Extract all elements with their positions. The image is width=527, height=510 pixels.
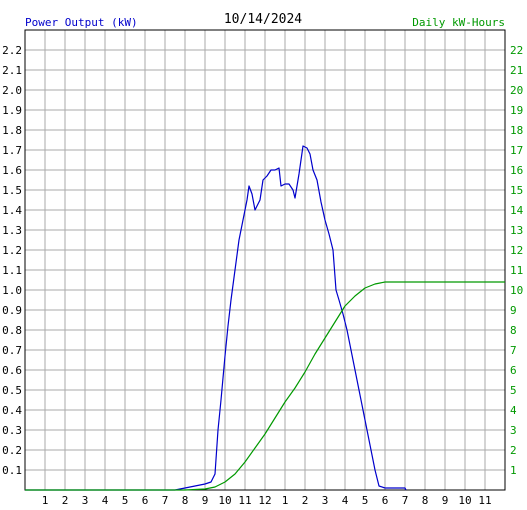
x-tick-label: 4 bbox=[342, 494, 349, 507]
y-left-tick-label: 2.0 bbox=[2, 84, 22, 97]
y-right-tick-label: 1 bbox=[510, 464, 517, 477]
y-right-tick-label: 16 bbox=[510, 164, 523, 177]
x-tick-label: 12 bbox=[258, 494, 271, 507]
x-tick-label: 11 bbox=[478, 494, 491, 507]
x-tick-label: 8 bbox=[422, 494, 429, 507]
series-lines bbox=[25, 145, 505, 491]
y-right-tick-label: 11 bbox=[510, 264, 523, 277]
y-left-tick-label: 1.6 bbox=[2, 164, 22, 177]
y-left-tick-label: 0.5 bbox=[2, 384, 22, 397]
y-left-tick-label: 0.7 bbox=[2, 344, 22, 357]
y-left-tick-label: 1.8 bbox=[2, 124, 22, 137]
y-left-tick-label: 2.2 bbox=[2, 44, 22, 57]
chart-grid bbox=[25, 30, 505, 490]
y-right-tick-label: 15 bbox=[510, 184, 523, 197]
y-right-tick-label: 10 bbox=[510, 284, 523, 297]
x-tick-label: 7 bbox=[162, 494, 169, 507]
y-right-tick-label: 22 bbox=[510, 44, 523, 57]
y-right-tick-label: 17 bbox=[510, 144, 523, 157]
tick-labels: 1 2 3 4 5 6 7 8 9 10 11 12 1 2 3 4 5 6 7 8 9 10 110.10.20.30.4… bbox=[2, 44, 523, 507]
left-axis-label: Power Output (kW) bbox=[25, 16, 138, 29]
y-right-tick-label: 12 bbox=[510, 244, 523, 257]
x-tick-label: 4 bbox=[102, 494, 109, 507]
y-left-tick-label: 1.9 bbox=[2, 104, 22, 117]
y-left-tick-label: 0.1 bbox=[2, 464, 22, 477]
y-left-tick-label: 1.7 bbox=[2, 144, 22, 157]
y-right-tick-label: 20 bbox=[510, 84, 523, 97]
x-tick-label: 1 bbox=[282, 494, 289, 507]
x-tick-label: 3 bbox=[322, 494, 329, 507]
x-tick-label: 5 bbox=[122, 494, 129, 507]
x-tick-label: 9 bbox=[202, 494, 209, 507]
x-tick-label: 10 bbox=[218, 494, 231, 507]
y-right-tick-label: 8 bbox=[510, 324, 517, 337]
power-output-line bbox=[25, 145, 407, 491]
y-right-tick-label: 5 bbox=[510, 384, 517, 397]
x-tick-label: 5 bbox=[362, 494, 369, 507]
y-left-tick-label: 0.6 bbox=[2, 364, 22, 377]
y-right-tick-label: 6 bbox=[510, 364, 517, 377]
y-left-tick-label: 1.3 bbox=[2, 224, 22, 237]
y-left-tick-label: 1.2 bbox=[2, 244, 22, 257]
y-left-tick-label: 0.4 bbox=[2, 404, 22, 417]
x-tick-label: 7 bbox=[402, 494, 409, 507]
x-tick-label: 8 bbox=[182, 494, 189, 507]
y-left-tick-label: 1.5 bbox=[2, 184, 22, 197]
y-right-tick-label: 14 bbox=[510, 204, 524, 217]
y-right-tick-label: 7 bbox=[510, 344, 517, 357]
x-tick-label: 3 bbox=[82, 494, 89, 507]
y-right-tick-label: 2 bbox=[510, 444, 517, 457]
y-right-tick-label: 19 bbox=[510, 104, 523, 117]
x-tick-label: 2 bbox=[62, 494, 69, 507]
x-tick-label: 6 bbox=[142, 494, 149, 507]
y-left-tick-label: 0.8 bbox=[2, 324, 22, 337]
x-tick-label: 2 bbox=[302, 494, 309, 507]
y-left-tick-label: 1.4 bbox=[2, 204, 22, 217]
y-left-tick-label: 0.2 bbox=[2, 444, 22, 457]
y-right-tick-label: 21 bbox=[510, 64, 523, 77]
x-tick-label: 1 bbox=[42, 494, 49, 507]
y-left-tick-label: 1.0 bbox=[2, 284, 22, 297]
x-tick-label: 10 bbox=[458, 494, 471, 507]
plot-frame bbox=[24, 29, 506, 491]
y-left-tick-label: 2.1 bbox=[2, 64, 22, 77]
y-left-tick-label: 1.1 bbox=[2, 264, 22, 277]
right-axis-label: Daily kW-Hours bbox=[412, 16, 505, 29]
y-right-tick-label: 3 bbox=[510, 424, 517, 437]
chart-title: 10/14/2024 bbox=[224, 12, 302, 27]
x-tick-label: 6 bbox=[382, 494, 389, 507]
daily-kwh-line bbox=[25, 281, 505, 491]
y-right-tick-label: 4 bbox=[510, 404, 517, 417]
y-left-tick-label: 0.3 bbox=[2, 424, 22, 437]
y-right-tick-label: 9 bbox=[510, 304, 517, 317]
y-right-tick-label: 18 bbox=[510, 124, 523, 137]
y-right-tick-label: 13 bbox=[510, 224, 523, 237]
y-left-tick-label: 0.9 bbox=[2, 304, 22, 317]
x-tick-label: 11 bbox=[238, 494, 251, 507]
x-tick-label: 9 bbox=[442, 494, 449, 507]
